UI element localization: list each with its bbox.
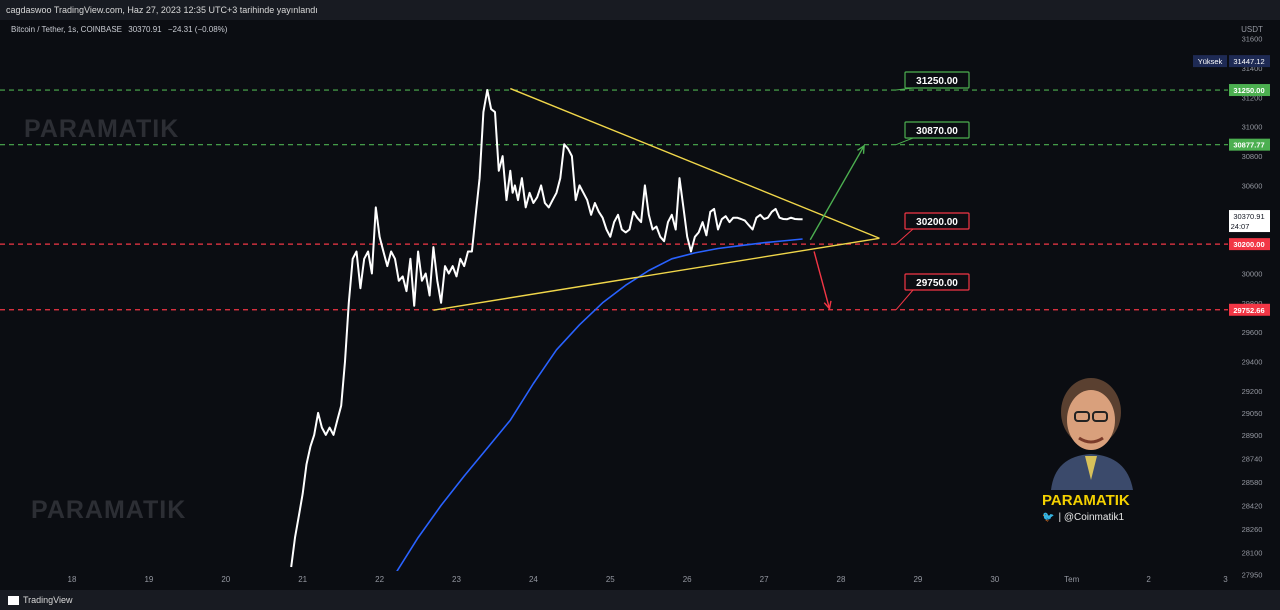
price-tick-label: 31000 [1242, 123, 1263, 132]
chart-area[interactable]: 31250.00 30870.00 30200.00 29750.00 USDT 279… [0, 20, 1280, 610]
high-label-text: Yüksek [1198, 57, 1223, 66]
time-tick-label: 29 [913, 575, 922, 584]
price-tick-label: 28740 [1242, 454, 1263, 463]
triangle-upper-line [510, 87, 880, 239]
footer-bar: TradingView [0, 590, 1280, 610]
time-tick-label: 27 [760, 575, 769, 584]
level-axis-label: 29752.66 [1233, 306, 1264, 315]
price-tick-label: 29400 [1242, 358, 1263, 367]
chart-background [0, 20, 1280, 590]
time-tick-label: 20 [221, 575, 230, 584]
tradingview-logo[interactable]: TradingView [8, 590, 73, 610]
down-arrow-head [823, 300, 832, 311]
callout-label: 30870.00 [916, 126, 958, 137]
price-tick-label: 31200 [1242, 93, 1263, 102]
triangle-annotations: 31250.00 30870.00 30200.00 29750.00 [433, 71, 970, 311]
symbol-name: Bitcoin / Tether, 1s, COINBASE [11, 25, 123, 34]
chart-svg: 31250.00 30870.00 30200.00 29750.00 USDT 279… [0, 20, 1280, 590]
price-tick-label: 28580 [1242, 478, 1263, 487]
time-axis[interactable]: 18 19 20 21 22 23 24 25 26 27 28 29 30 Tem 2 3 [0, 571, 1228, 590]
price-tick-label: 31600 [1242, 35, 1263, 44]
up-arrow-head [857, 144, 865, 154]
horizontal-levels [0, 89, 1228, 311]
time-tick-label: 28 [837, 575, 846, 584]
time-tick-label: 2 [1146, 575, 1151, 584]
price-tick-label: 29800 [1242, 299, 1263, 308]
symbol-last: 30370.91 [128, 25, 162, 34]
twitter-icon: 🐦 [1042, 512, 1055, 523]
price-tick-label: 29600 [1242, 328, 1263, 337]
tradingview-logo-icon [8, 596, 19, 606]
time-axis-bg [0, 571, 1228, 590]
price-tick-label: 29050 [1242, 409, 1263, 418]
callout-label: 31250.00 [916, 76, 958, 87]
callout-box [904, 273, 970, 291]
callout-box [904, 71, 970, 89]
time-tick-label: 19 [144, 575, 153, 584]
price-tick-label: 30600 [1242, 181, 1263, 190]
author-avatar [1051, 378, 1133, 490]
price-tick-label: 28420 [1242, 501, 1263, 510]
high-label-badge [1193, 55, 1227, 68]
time-tick-label: 24 [529, 575, 538, 584]
level-axis-label: 30877.77 [1233, 141, 1264, 150]
callout-label: 29750.00 [916, 278, 958, 289]
callout-pointer [895, 228, 914, 245]
symbol-change: −24.31 (−0.08%) [167, 25, 228, 34]
handle-text: | @Coinmatik1 [1058, 512, 1124, 523]
tradingview-text: TradingView [23, 595, 73, 605]
time-tick-label: 21 [298, 575, 307, 584]
callout-box [904, 121, 970, 139]
level-axis-label: 30200.00 [1233, 240, 1264, 249]
watermark-bottom: PARAMATIK [31, 496, 187, 524]
time-tick-label: 26 [683, 575, 692, 584]
time-tick-label: 18 [68, 575, 77, 584]
level-axis-badge [1229, 138, 1270, 151]
price-tick-label: 31400 [1242, 64, 1263, 73]
level-axis-badge [1229, 84, 1270, 97]
price-series [290, 89, 803, 575]
callout-pointer [895, 137, 914, 146]
social-handle[interactable]: 🐦 | @Coinmatik1 [1042, 512, 1124, 523]
high-value-badge [1229, 55, 1270, 68]
callout-box [904, 212, 970, 230]
up-arrow [809, 145, 865, 241]
time-tick-label: 25 [606, 575, 615, 584]
axis-currency: USDT [1241, 25, 1263, 34]
time-tick-label: 30 [990, 575, 999, 584]
price-tick-label: 28260 [1242, 525, 1263, 534]
publish-info-bar: cagdaswoo TradingView.com, Haz 27, 2023 … [0, 0, 1280, 20]
symbol-line: Bitcoin / Tether, 1s, COINBASE 30370.91 … [11, 25, 231, 34]
triangle-lower-line [433, 237, 880, 311]
price-tick-label: 27950 [1242, 570, 1263, 579]
time-tick-label: 23 [452, 575, 461, 584]
current-price-text: 30370.91 [1233, 212, 1264, 221]
price-line-series [290, 89, 803, 568]
down-arrow [813, 251, 831, 309]
high-value-text: 31447.12 [1233, 57, 1264, 66]
price-tick-label: 28900 [1242, 431, 1263, 440]
watermark-top: PARAMATIK [24, 115, 180, 143]
time-tick-label: 22 [375, 575, 384, 584]
publish-text: cagdaswoo TradingView.com, Haz 27, 2023 … [6, 5, 318, 15]
time-tick-label: 3 [1223, 575, 1228, 584]
price-tick-label: 30800 [1242, 152, 1263, 161]
callout-pointer [895, 289, 914, 311]
level-axis-label: 31250.00 [1233, 86, 1264, 95]
price-tick-label: 29200 [1242, 387, 1263, 396]
level-axis-badge [1229, 238, 1270, 251]
current-price-badge [1229, 210, 1270, 233]
price-tick-label: 28100 [1242, 548, 1263, 557]
price-tick-label: 30000 [1242, 269, 1263, 278]
price-axis[interactable]: USDT 27950 28100 28260 28420 28580 28740 28900 2… [1193, 20, 1280, 590]
moving-average-series [394, 238, 803, 575]
countdown-text: 24:07 [1231, 222, 1250, 231]
time-tick-label: Tem [1064, 575, 1079, 584]
callout-label: 30200.00 [916, 217, 958, 228]
brand-name: PARAMATIK [1042, 492, 1130, 509]
level-axis-badge [1229, 303, 1270, 316]
